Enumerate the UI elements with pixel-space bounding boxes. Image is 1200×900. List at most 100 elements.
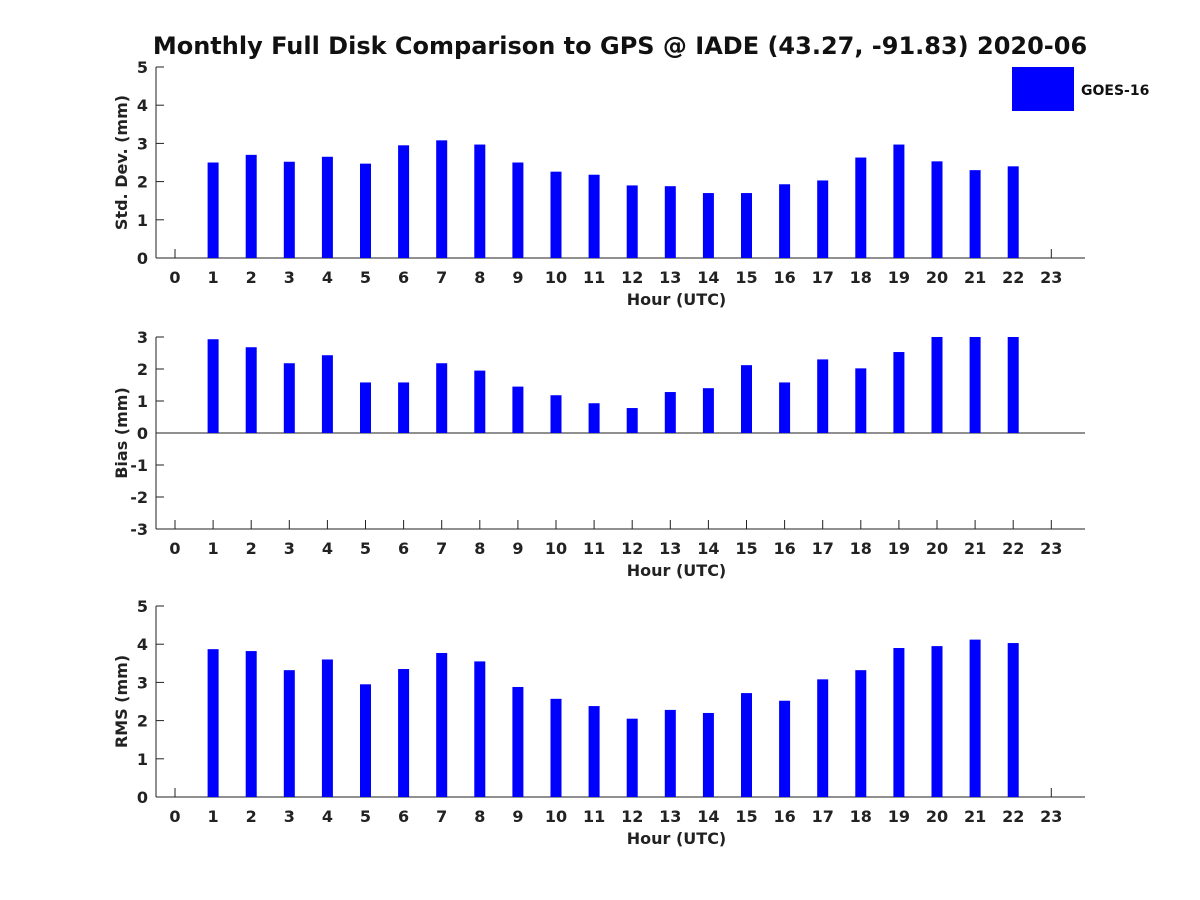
rms-x-tick-label: 13: [659, 807, 681, 826]
rms-bar-hour-13: [664, 709, 676, 797]
bias-x-tick-label: 11: [583, 539, 605, 558]
std-dev-x-tick-label: 20: [926, 268, 948, 287]
bias-x-tick-label: 6: [398, 539, 409, 558]
rms-x-tick-label: 1: [208, 807, 219, 826]
rms-x-tick-label: 14: [697, 807, 719, 826]
bias-x-tick-label: 20: [926, 539, 948, 558]
bias-x-tick-label: 23: [1040, 539, 1062, 558]
bias-x-tick-label: 10: [545, 539, 567, 558]
bias-x-tick-label: 19: [888, 539, 910, 558]
bias-x-tick-label: 8: [474, 539, 485, 558]
bias-bar-hour-4: [321, 355, 333, 433]
rms-bar-hour-2: [245, 651, 257, 797]
std-dev-x-tick-label: 19: [888, 268, 910, 287]
rms-x-tick-label: 16: [773, 807, 795, 826]
bias-x-tick-label: 5: [360, 539, 371, 558]
bias-x-tick-label: 18: [850, 539, 872, 558]
std-dev-y-tick-label: 4: [137, 96, 148, 115]
rms-x-tick-label: 22: [1002, 807, 1024, 826]
std-dev-bar-hour-10: [550, 171, 562, 258]
std-dev-bar-hour-3: [283, 161, 295, 258]
rms-bar-hour-17: [817, 679, 829, 797]
std-dev-bar-hour-13: [664, 186, 676, 258]
std-dev-bar-hour-7: [436, 140, 448, 258]
bias-y-tick-label: -3: [130, 520, 148, 539]
rms-bar-hour-9: [512, 686, 524, 797]
std-dev-x-tick-label: 18: [850, 268, 872, 287]
std-dev-y-axis-label: Std. Dev. (mm): [112, 95, 131, 230]
bias-bar-hour-16: [779, 382, 791, 433]
std-dev-y-tick-label: 3: [137, 134, 148, 153]
rms-x-tick-label: 6: [398, 807, 409, 826]
std-dev-x-tick-label: 4: [322, 268, 333, 287]
std-dev-x-tick-label: 22: [1002, 268, 1024, 287]
rms-bar-hour-18: [855, 670, 867, 797]
bias-bar-hour-17: [817, 359, 829, 433]
bias-bar-hour-19: [893, 352, 905, 433]
rms-y-tick-label: 5: [137, 597, 148, 616]
legend-label-goes-16: GOES-16: [1081, 83, 1149, 99]
bias-y-tick-label: 0: [137, 424, 148, 443]
rms-x-tick-label: 11: [583, 807, 605, 826]
std-dev-bar-hour-19: [893, 144, 905, 258]
bias-x-tick-label: 12: [621, 539, 643, 558]
rms-bar-hour-7: [436, 652, 448, 797]
bias-x-tick-label: 17: [812, 539, 834, 558]
std-dev-x-tick-label: 21: [964, 268, 986, 287]
rms-bar-hour-5: [360, 684, 371, 797]
bias-x-tick-label: 22: [1002, 539, 1024, 558]
rms-bar-hour-15: [741, 693, 752, 797]
std-dev-bar-hour-5: [360, 163, 371, 258]
bias-bar-hour-10: [550, 395, 562, 433]
std-dev-bar-hour-22: [1007, 166, 1019, 258]
std-dev-x-tick-label: 1: [208, 268, 219, 287]
rms-bar-hour-16: [779, 700, 791, 797]
bias-x-tick-label: 9: [512, 539, 523, 558]
std-dev-x-tick-label: 0: [169, 268, 180, 287]
std-dev-x-tick-label: 2: [246, 268, 257, 287]
bias-y-tick-label: -1: [130, 456, 148, 475]
rms-y-axis-label: RMS (mm): [112, 655, 131, 748]
bias-x-tick-label: 13: [659, 539, 681, 558]
rms-bar-hour-22: [1007, 643, 1019, 797]
bias-x-tick-label: 16: [773, 539, 795, 558]
rms-x-tick-label: 19: [888, 807, 910, 826]
std-dev-bar-hour-11: [588, 174, 600, 258]
rms-x-tick-label: 0: [169, 807, 180, 826]
bias-y-tick-label: -2: [130, 488, 148, 507]
bias-bar-hour-7: [436, 363, 448, 433]
std-dev-x-tick-label: 15: [735, 268, 757, 287]
std-dev-bar-hour-8: [474, 144, 486, 258]
rms-bar-hour-19: [893, 648, 905, 797]
rms-x-tick-label: 17: [812, 807, 834, 826]
bias-bar-hour-1: [207, 339, 219, 433]
std-dev-x-axis-label: Hour (UTC): [627, 290, 727, 309]
std-dev-y-tick-label: 0: [137, 249, 148, 268]
std-dev-x-tick-label: 7: [436, 268, 447, 287]
bias-x-tick-label: 0: [169, 539, 180, 558]
bias-bar-hour-11: [588, 403, 600, 433]
rms-y-tick-label: 3: [137, 673, 148, 692]
std-dev-bar-hour-18: [855, 157, 867, 258]
bias-x-tick-label: 14: [697, 539, 719, 558]
rms-x-tick-label: 12: [621, 807, 643, 826]
std-dev-x-tick-label: 16: [773, 268, 795, 287]
rms-x-tick-label: 7: [436, 807, 447, 826]
figure-title: Monthly Full Disk Comparison to GPS @ IA…: [153, 32, 1087, 60]
rms-x-tick-label: 20: [926, 807, 948, 826]
std-dev-x-tick-label: 8: [474, 268, 485, 287]
std-dev-y-tick-label: 5: [137, 58, 148, 77]
rms-x-tick-label: 3: [284, 807, 295, 826]
bias-y-tick-label: 2: [137, 360, 148, 379]
rms-bar-hour-11: [588, 706, 600, 797]
std-dev-x-tick-label: 3: [284, 268, 295, 287]
bias-y-axis-label: Bias (mm): [112, 387, 131, 479]
rms-bar-hour-6: [398, 669, 410, 797]
std-dev-x-tick-label: 14: [697, 268, 719, 287]
std-dev-bar-hour-16: [779, 184, 791, 258]
std-dev-x-tick-label: 10: [545, 268, 567, 287]
bias-x-tick-label: 7: [436, 539, 447, 558]
rms-y-tick-label: 0: [137, 788, 148, 807]
rms-bar-hour-12: [626, 718, 638, 797]
